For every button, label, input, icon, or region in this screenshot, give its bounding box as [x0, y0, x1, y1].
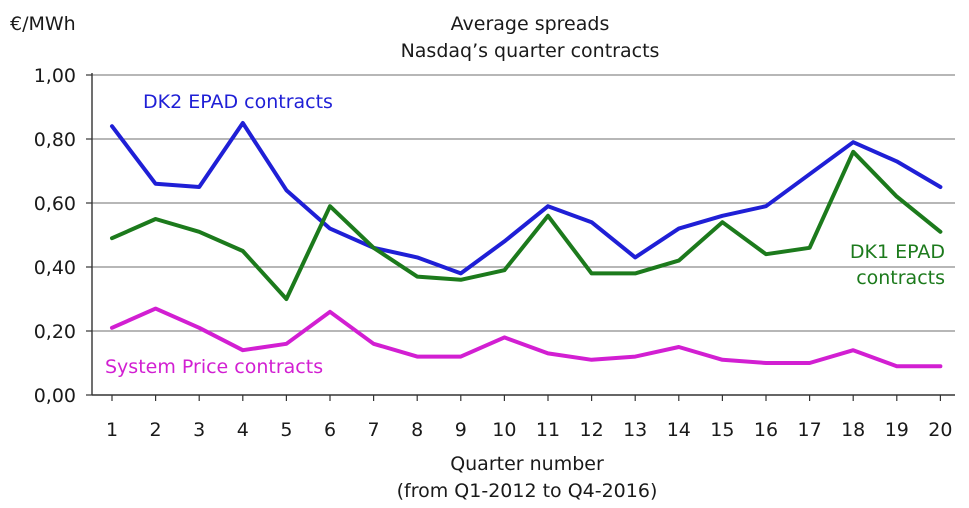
- grid-lines: [92, 74, 955, 332]
- x-tick-label: 16: [754, 419, 778, 441]
- x-axis-label-line-2: (from Q1-2012 to Q4-2016): [397, 480, 658, 502]
- x-tick-label: 5: [280, 419, 292, 441]
- y-tick-labels: 1,00 0,80 0,60 0,40 0,20 0,00: [34, 65, 76, 407]
- chart-title-line-2: Nasdaq’s quarter contracts: [401, 40, 660, 62]
- x-tick-label: 3: [193, 419, 205, 441]
- x-tick-label: 12: [580, 419, 604, 441]
- y-tick-label: 1,00: [34, 65, 76, 87]
- x-tick-label: 11: [536, 419, 560, 441]
- x-axis-label-line-1: Quarter number: [450, 453, 604, 475]
- x-tick-label: 9: [455, 419, 467, 441]
- x-tick-label: 6: [324, 419, 336, 441]
- x-tick-label: 19: [885, 419, 909, 441]
- x-tick-label: 7: [368, 419, 380, 441]
- x-tick-label: 14: [667, 419, 691, 441]
- series-line-dk2-epad-contracts: [110, 121, 943, 276]
- series-label-dk1-line-1: DK1 EPAD: [850, 241, 945, 263]
- x-tick-label: 8: [411, 419, 423, 441]
- x-tick-label: 20: [928, 419, 952, 441]
- y-tick-label: 0,80: [34, 129, 76, 151]
- axes: [86, 73, 955, 401]
- series-line-dk1-epad-contracts: [110, 149, 943, 301]
- x-tick-label: 2: [150, 419, 162, 441]
- x-tick-label: 1: [106, 419, 118, 441]
- series-label-dk2: DK2 EPAD contracts: [143, 91, 333, 113]
- x-tick-label: 15: [710, 419, 734, 441]
- y-unit-label: €/MWh: [10, 13, 76, 35]
- series-label-dk1-line-2: contracts: [856, 267, 945, 289]
- series-lines: [110, 121, 943, 369]
- y-tick-label: 0,00: [34, 385, 76, 407]
- x-tick-label: 18: [841, 419, 865, 441]
- x-tick-label: 4: [237, 419, 249, 441]
- x-tick-label: 13: [623, 419, 647, 441]
- series-label-system-price: System Price contracts: [105, 356, 323, 378]
- x-tick-label: 10: [492, 419, 516, 441]
- y-tick-label: 0,60: [34, 193, 76, 215]
- y-tick-label: 0,20: [34, 321, 76, 343]
- series-line-system-price-contracts: [110, 306, 943, 369]
- y-tick-label: 0,40: [34, 257, 76, 279]
- x-tick-label: 17: [798, 419, 822, 441]
- x-tick-labels: 1 2 3 4 5 6 7 8 9 10 11 12 13 14 15 16 17 18 19 20: [106, 419, 953, 441]
- chart-title-line-1: Average spreads: [451, 13, 610, 35]
